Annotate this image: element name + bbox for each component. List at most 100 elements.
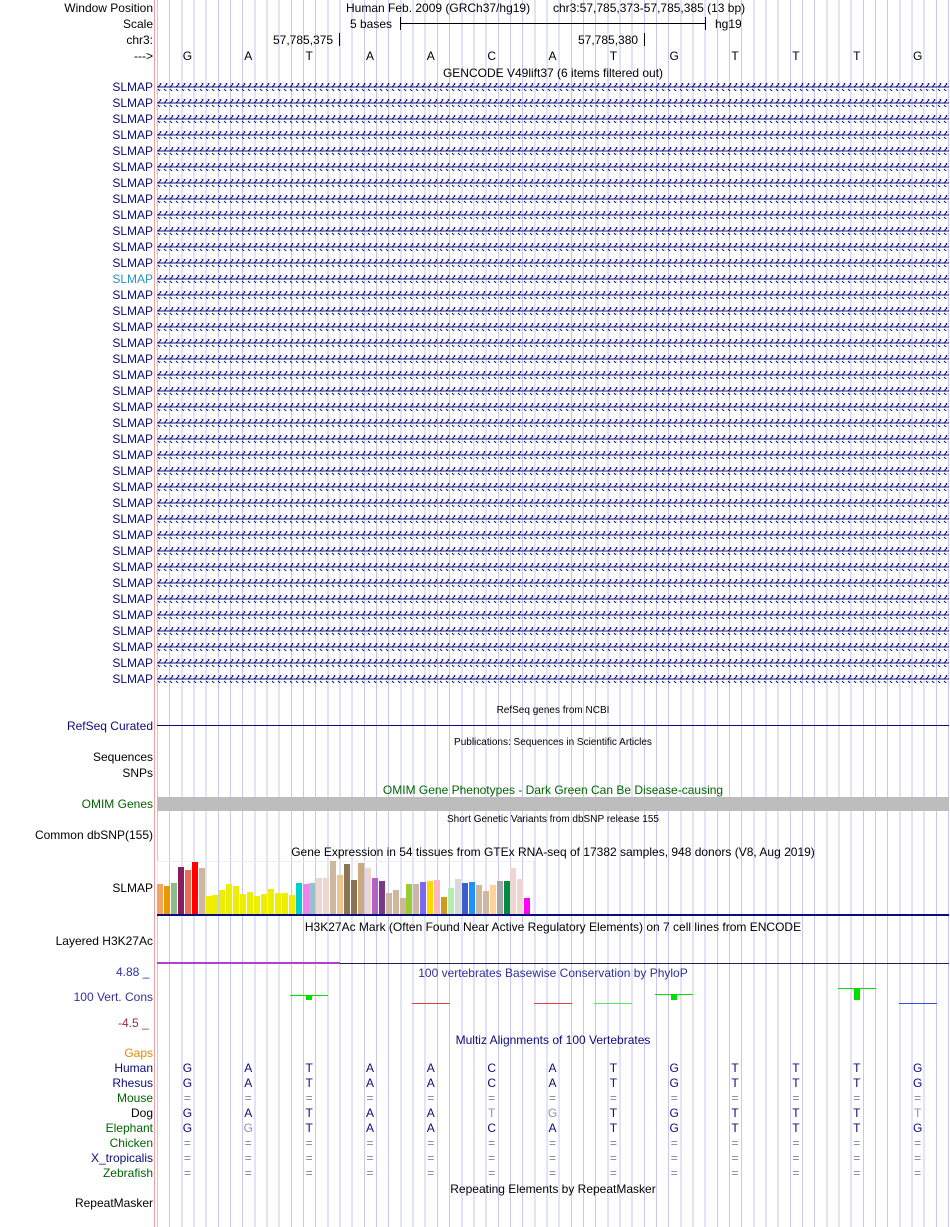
chrom-label[interactable]: chr3: [126,33,153,47]
gtex-tissue-bar[interactable] [267,889,274,914]
gene-feature[interactable] [157,211,949,219]
gene-label-slmap[interactable]: SLMAP [112,560,153,574]
gtex-tissue-bar[interactable] [434,879,441,914]
gene-feature[interactable] [157,515,949,523]
gtex-tissue-bar[interactable] [406,883,413,914]
gene-feature[interactable] [157,659,949,667]
gtex-tissue-bar[interactable] [475,884,482,914]
gene-feature[interactable] [157,531,949,539]
publications-sequences-label[interactable]: Sequences [92,750,153,764]
gtex-tissue-bar[interactable] [281,893,288,914]
gtex-tissue-bar[interactable] [288,895,295,914]
gene-label-slmap[interactable]: SLMAP [112,112,153,126]
gtex-tissue-bar[interactable] [489,884,496,914]
gtex-tissue-bar[interactable] [385,893,392,914]
gtex-tissue-bar[interactable] [309,882,316,914]
gene-label-slmap[interactable]: SLMAP [112,480,153,494]
gene-label-slmap[interactable]: SLMAP [112,160,153,174]
gene-label-slmap[interactable]: SLMAP [112,656,153,670]
gtex-tissue-bar[interactable] [240,894,247,914]
gene-label-slmap[interactable]: SLMAP [112,464,153,478]
gtex-tissue-bar[interactable] [157,883,163,914]
gene-label-slmap[interactable]: SLMAP [112,336,153,350]
gtex-tissue-bar[interactable] [503,880,510,914]
gtex-tissue-bar[interactable] [177,866,184,914]
phylop-score-flat[interactable] [533,1003,572,1004]
gene-label-slmap[interactable]: SLMAP [112,640,153,654]
phylop-track-label[interactable]: 100 Vert. Cons [73,990,153,1004]
gene-label-slmap[interactable]: SLMAP [112,400,153,414]
gene-feature[interactable] [157,627,949,635]
gtex-tissue-bar[interactable] [392,890,399,914]
gene-feature[interactable] [157,483,949,491]
phylop-score-flat[interactable] [898,1003,937,1004]
strand-toggle[interactable]: ---> [134,49,153,63]
species-label-x_tropicalis[interactable]: X_tropicalis [90,1151,153,1165]
gene-feature[interactable] [157,403,949,411]
gtex-tissue-bar[interactable] [247,892,254,914]
window-position-label[interactable]: Window Position [64,1,153,15]
gtex-tissue-bar[interactable] [295,882,302,914]
gene-label-slmap[interactable]: SLMAP [112,224,153,238]
gene-feature[interactable] [157,243,949,251]
gtex-tissue-bar[interactable] [496,880,503,914]
species-label-chicken[interactable]: Chicken [109,1136,153,1150]
gtex-tissue-bar[interactable] [219,890,226,914]
gene-feature[interactable] [157,451,949,459]
gtex-tissue-bar[interactable] [364,867,371,914]
gene-label-slmap[interactable]: SLMAP [112,512,153,526]
gtex-tissue-bar[interactable] [441,897,448,914]
gene-label-slmap[interactable]: SLMAP [112,368,153,382]
gene-label-slmap[interactable]: SLMAP [112,592,153,606]
gene-arrows[interactable] [157,80,950,700]
gene-feature[interactable] [157,371,949,379]
gene-feature[interactable] [157,499,949,507]
gtex-tissue-bar[interactable] [184,869,191,914]
gene-feature[interactable] [157,275,949,283]
h3k27ac-signal[interactable] [157,962,340,964]
gtex-tissue-bar[interactable] [427,880,434,914]
gene-label-slmap[interactable]: SLMAP [112,432,153,446]
refseq-curated-label[interactable]: RefSeq Curated [66,719,153,733]
gene-label-slmap[interactable]: SLMAP [112,144,153,158]
gene-feature[interactable] [157,83,949,91]
phylop-score-flat[interactable] [411,1003,450,1004]
gtex-tissue-bar[interactable] [323,877,330,914]
gtex-tissue-bar[interactable] [205,896,212,914]
gtex-tissue-bar[interactable] [330,861,337,914]
gtex-tissue-bar[interactable] [510,867,517,914]
gene-label-slmap[interactable]: SLMAP [112,80,153,94]
gtex-tissue-bar[interactable] [212,895,219,914]
gene-feature[interactable] [157,259,949,267]
gtex-gene-label[interactable]: SLMAP [112,881,153,895]
scale-label[interactable]: Scale [122,17,153,31]
gtex-tissue-bar[interactable] [371,877,378,914]
gtex-tissue-bar[interactable] [260,894,267,914]
gtex-tissue-bar[interactable] [233,885,240,914]
gene-feature[interactable] [157,595,949,603]
gene-feature[interactable] [157,435,949,443]
species-label-zebrafish[interactable]: Zebrafish [102,1166,153,1180]
gene-feature[interactable] [157,419,949,427]
gtex-tissue-bar[interactable] [461,882,468,914]
gene-feature[interactable] [157,99,949,107]
gtex-tissue-bar[interactable] [226,883,233,914]
gene-feature[interactable] [157,579,949,587]
omim-genes-label[interactable]: OMIM Genes [81,797,153,811]
gene-label-slmap[interactable]: SLMAP [112,240,153,254]
gtex-tissue-bar[interactable] [302,883,309,914]
species-label-mouse[interactable]: Mouse [116,1091,153,1105]
gene-label-slmap[interactable]: SLMAP [112,352,153,366]
gene-feature[interactable] [157,387,949,395]
gtex-tissue-bar[interactable] [482,891,489,914]
gtex-tissue-bar[interactable] [454,878,461,914]
gene-feature[interactable] [157,339,949,347]
gtex-tissue-bar[interactable] [399,898,406,914]
gtex-tissue-bar[interactable] [170,882,177,914]
gene-label-slmap[interactable]: SLMAP [112,320,153,334]
gene-label-slmap[interactable]: SLMAP [112,384,153,398]
gene-feature[interactable] [157,675,949,683]
gene-label-slmap[interactable]: SLMAP [112,192,153,206]
gene-feature[interactable] [157,115,949,123]
gtex-tissue-bar[interactable] [413,883,420,914]
